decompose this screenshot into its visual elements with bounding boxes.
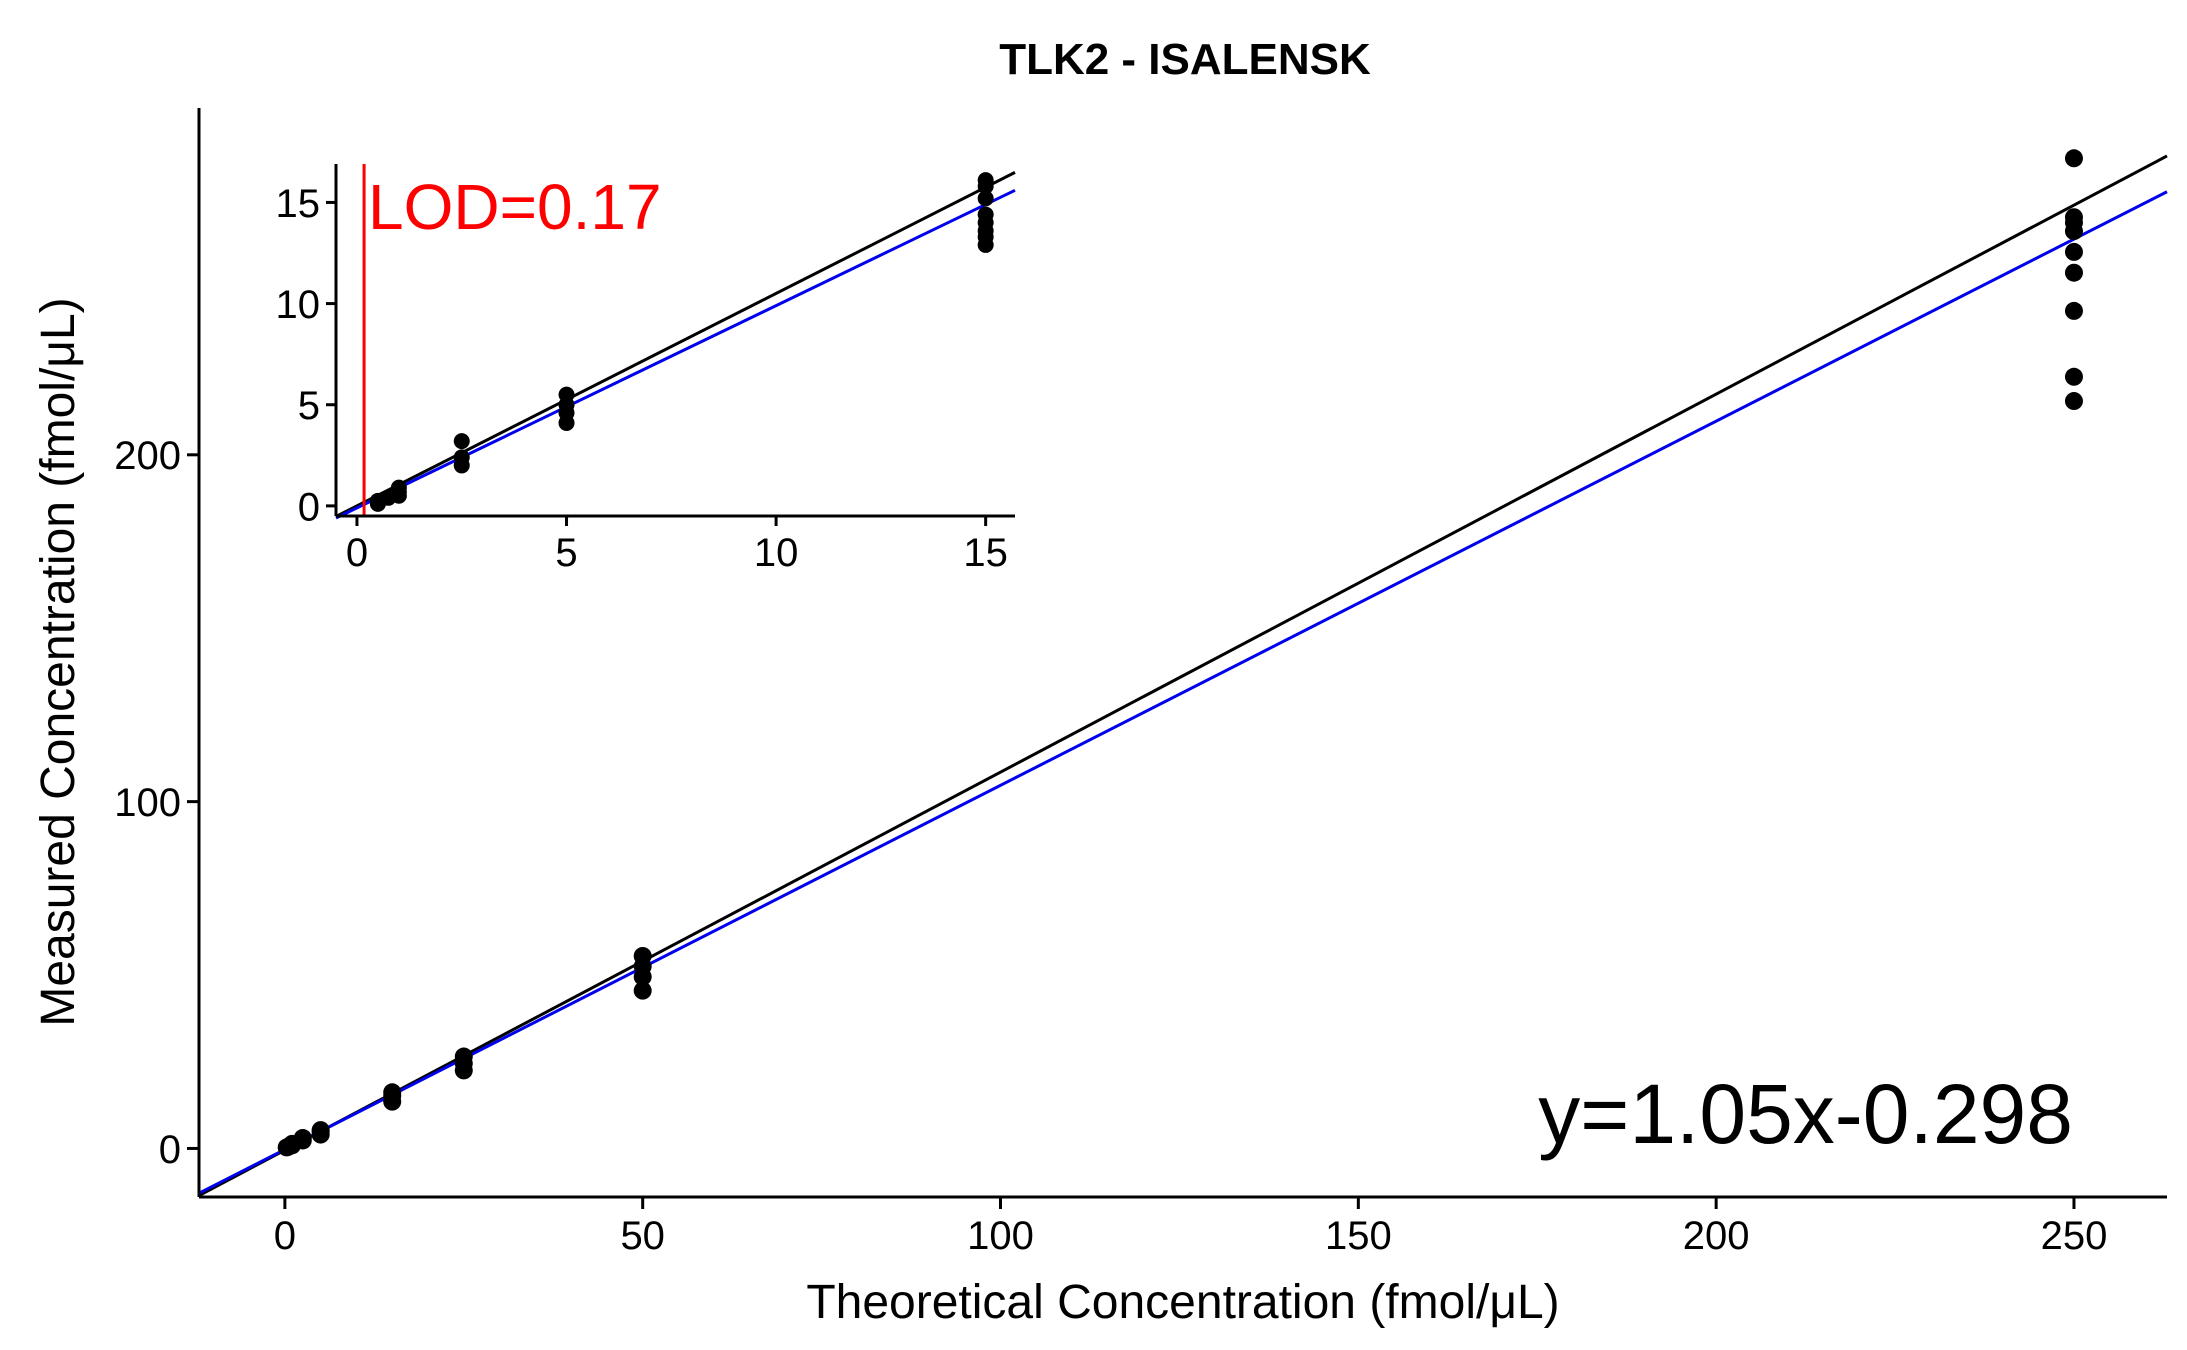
main-x-tick-label: 200 (1683, 1214, 1750, 1258)
main-points (277, 149, 2083, 1157)
inset-points (369, 172, 994, 512)
main-data-point (454, 1047, 473, 1066)
main-x-tick-label: 100 (967, 1214, 1034, 1258)
main-identity-line (198, 154, 2168, 1197)
inset-fit-line (335, 188, 1016, 520)
inset-x-tick-label: 15 (963, 531, 1008, 575)
main-x-tick-label: 50 (620, 1214, 665, 1258)
main-x-tick-label: 0 (274, 1214, 296, 1258)
main-y-tick-label: 200 (114, 434, 181, 478)
y-axis-label: Measured Concentration (fmol/μL) (32, 297, 85, 1026)
inset-y-tick-label: 10 (276, 283, 321, 327)
inset-x-tick-label: 5 (555, 531, 577, 575)
inset-x-tick-label: 10 (754, 531, 799, 575)
x-axis-label: Theoretical Concentration (fmol/μL) (806, 1276, 1559, 1329)
inset-x-tick-label: 0 (346, 531, 368, 575)
inset-data-point (977, 206, 994, 223)
main-data-point (633, 981, 652, 1000)
main-x-tick-label: 250 (2041, 1214, 2108, 1258)
inset-data-point (558, 386, 575, 403)
inset-lines (335, 164, 1016, 520)
main-data-point (2064, 208, 2083, 227)
main-data-point (2064, 392, 2083, 411)
main-data-point (2064, 263, 2083, 282)
main-data-point (2064, 149, 2083, 168)
main-x-tick-label: 150 (1325, 1214, 1392, 1258)
inset-data-point (977, 190, 994, 207)
main-y-tick-label: 0 (159, 1128, 181, 1172)
inset-y-tick-label: 15 (276, 182, 321, 226)
regression-equation: y=1.05x-0.298 (1538, 1067, 2073, 1161)
lod-label: LOD=0.17 (368, 171, 662, 243)
inset-axes: 0 5 10 15 0 5 10 15 (276, 164, 1015, 575)
main-y-tick-label: 100 (114, 781, 181, 825)
inset-y-tick-label: 0 (298, 485, 320, 529)
main-data-point (293, 1129, 312, 1148)
inset-data-point (453, 433, 470, 450)
main-data-point (2064, 367, 2083, 386)
main-data-point (2064, 242, 2083, 261)
inset-data-point (977, 172, 994, 189)
main-data-point (633, 946, 652, 965)
main-data-point (383, 1083, 402, 1102)
main-fit-line (198, 190, 2168, 1195)
inset-data-point (453, 449, 470, 466)
main-lines (198, 154, 2168, 1197)
inset-identity-line (335, 171, 1016, 518)
inset-y-tick-label: 5 (298, 384, 320, 428)
main-data-point (311, 1121, 330, 1140)
inset-data-point (390, 479, 407, 496)
main-data-point (2064, 301, 2083, 320)
chart-title: TLK2 - ISALENSK (999, 35, 1371, 84)
